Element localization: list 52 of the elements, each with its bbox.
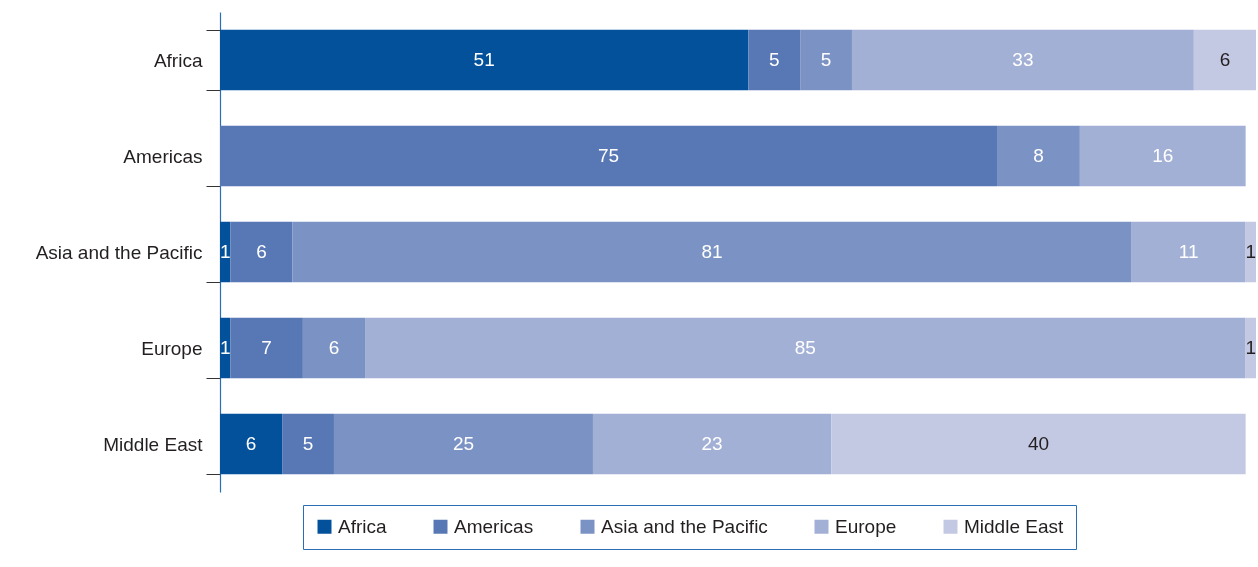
bar — [748, 29, 801, 91]
data-label: 6 — [245, 433, 257, 454]
bar — [282, 413, 334, 475]
bar — [302, 317, 366, 379]
data-label: 8 — [1033, 145, 1044, 166]
bar — [851, 29, 1194, 91]
data-label: 1 — [219, 241, 231, 262]
data-label: 6 — [328, 337, 340, 358]
bar — [831, 413, 1246, 475]
data-label: 5 — [768, 49, 780, 70]
legend-label: Americas — [454, 515, 534, 537]
data-label: 5 — [302, 433, 314, 454]
data-label: 40 — [1027, 433, 1050, 454]
bar — [1193, 29, 1256, 91]
y-tick-label: Europe — [141, 337, 203, 359]
data-label: 25 — [452, 433, 475, 454]
legend-label: Europe — [835, 515, 897, 537]
data-label: 7 — [261, 337, 272, 358]
bar — [800, 29, 852, 91]
data-label: 1 — [1245, 241, 1257, 262]
data-label: 6 — [1219, 49, 1231, 70]
y-tick-label: Asia and the Pacific — [35, 241, 203, 263]
data-label: 1 — [219, 337, 231, 358]
data-label: 51 — [473, 49, 495, 70]
bar — [333, 413, 593, 475]
data-label: 85 — [794, 337, 816, 358]
bar — [230, 317, 303, 379]
bar — [220, 29, 749, 91]
y-tick-label: Americas — [123, 145, 203, 167]
bar — [1079, 125, 1246, 187]
bar — [997, 125, 1080, 187]
y-tick-label: Africa — [153, 49, 203, 71]
legend-label: Asia and the Pacific — [601, 515, 768, 537]
data-label: 23 — [701, 433, 723, 454]
data-label: 16 — [1152, 145, 1174, 166]
bar — [365, 317, 1246, 379]
bar — [220, 125, 997, 187]
data-label: 5 — [820, 49, 832, 70]
y-tick-label: Middle East — [103, 433, 204, 455]
data-label: 33 — [1012, 49, 1034, 70]
bar — [292, 221, 1132, 283]
bar — [592, 413, 832, 475]
data-label: 11 — [1178, 241, 1199, 262]
legend-label: Africa — [338, 515, 387, 537]
bar — [230, 221, 293, 283]
bar — [1131, 221, 1246, 283]
legend-label: Middle East — [964, 515, 1064, 537]
bar — [220, 413, 283, 475]
data-label: 6 — [256, 241, 267, 262]
data-label: 75 — [597, 145, 620, 166]
data-label: 81 — [701, 241, 723, 262]
data-label: 1 — [1245, 337, 1257, 358]
